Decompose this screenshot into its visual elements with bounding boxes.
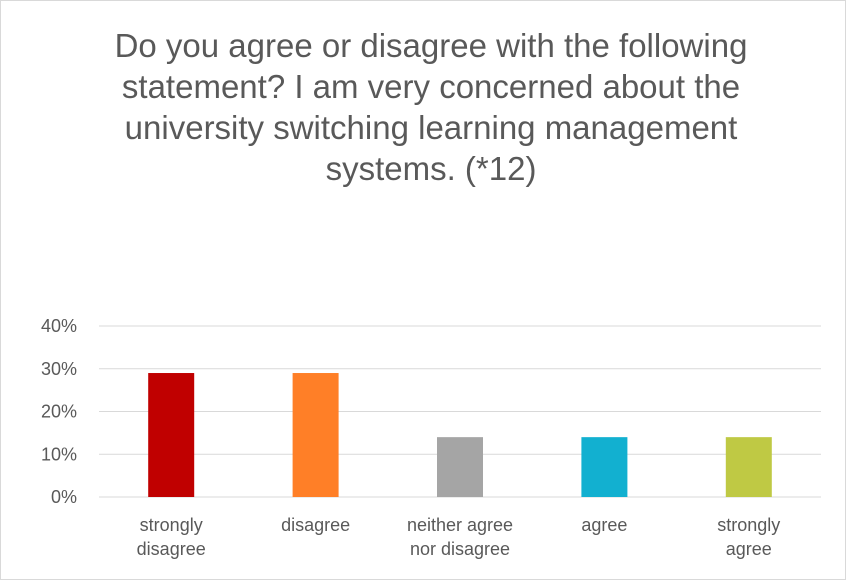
y-tick-label: 20% (41, 402, 77, 422)
x-category-label: agree (581, 515, 627, 535)
x-category-label: strongly disagree (137, 515, 206, 559)
x-category-label: neither agree nor disagree (407, 515, 513, 559)
bar-strongly-disagree (148, 373, 195, 497)
x-category-label: disagree (281, 515, 350, 535)
y-tick-label: 40% (41, 316, 77, 336)
bar-agree (581, 437, 628, 497)
chart-title: Do you agree or disagree with the follow… (114, 27, 748, 187)
y-tick-label: 10% (41, 444, 77, 464)
bar-neither-agree-nor-disagree (437, 437, 483, 497)
y-tick-label: 30% (41, 359, 77, 379)
bar-strongly-agree (725, 437, 772, 497)
bar-disagree (292, 373, 339, 497)
x-category-label: strongly agree (717, 515, 780, 559)
y-tick-label: 0% (51, 487, 77, 507)
